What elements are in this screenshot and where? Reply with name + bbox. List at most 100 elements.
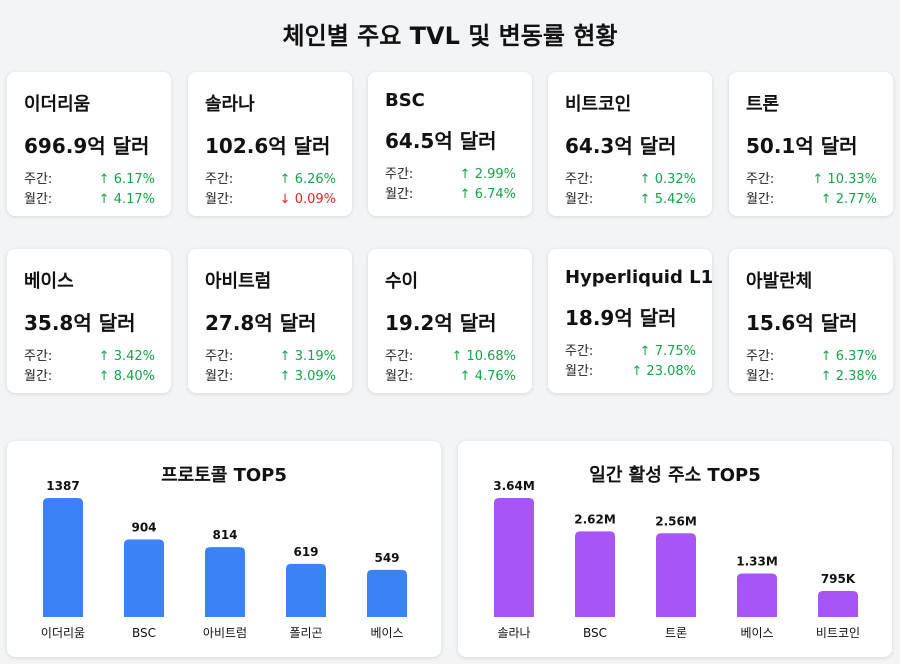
protocol-chart-title: 프로토콜 TOP5 xyxy=(161,465,287,486)
bar-1 xyxy=(43,498,83,617)
monthly-change: ↑ 4.76% xyxy=(459,369,516,384)
category-label: BSC xyxy=(132,626,156,640)
monthly-change: ↑ 6.74% xyxy=(459,187,516,202)
category-label: 솔라나 xyxy=(497,626,530,640)
bar-value-label: 814 xyxy=(212,528,237,542)
weekly-label: 주간: xyxy=(205,172,234,187)
card-chain-name: 수이 xyxy=(385,271,419,292)
monthly-label: 월간: xyxy=(746,369,775,384)
monthly-label: 월간: xyxy=(385,369,414,384)
card-monthly-row: 월간: ↑ 3.09% xyxy=(205,367,336,387)
card-chain-name: 아비트럼 xyxy=(205,271,272,292)
card-weekly-row: 주간: ↑ 7.75% xyxy=(565,342,696,362)
card-tvl-value: 696.9억 달러 xyxy=(24,134,150,158)
bar-value-label: 619 xyxy=(293,545,318,559)
monthly-change: ↓ 0.09% xyxy=(279,192,336,207)
chain-card-avalanche: 아발란체 15.6억 달러 주간: ↑ 6.37% 월간: ↑ 2.38% xyxy=(729,249,893,393)
category-label: 트론 xyxy=(665,626,687,640)
monthly-change: ↑ 5.42% xyxy=(639,192,696,207)
card-weekly-row: 주간: ↑ 6.37% xyxy=(746,347,877,367)
bar-3 xyxy=(205,547,245,617)
weekly-label: 주간: xyxy=(385,349,414,364)
weekly-change: ↑ 0.32% xyxy=(639,172,696,187)
weekly-change: ↑ 10.68% xyxy=(451,349,516,364)
category-label: 베이스 xyxy=(370,626,403,640)
weekly-change: ↑ 10.33% xyxy=(812,172,877,187)
weekly-change: ↑ 6.37% xyxy=(820,349,877,364)
monthly-label: 월간: xyxy=(565,364,594,379)
address-chart-title: 일간 활성 주소 TOP5 xyxy=(589,465,761,486)
protocol-bar-chart: 1387 이더리움 904 BSC 814 아비트럼 619 폴리곤 549 베이스 xyxy=(41,479,407,640)
monthly-label: 월간: xyxy=(205,192,234,207)
bar-2 xyxy=(575,531,615,617)
bar-3 xyxy=(656,533,696,617)
page-title: 체인별 주요 TVL 및 변동률 현황 xyxy=(282,22,618,50)
card-monthly-row: 월간: ↓ 0.09% xyxy=(205,190,336,210)
card-chain-name: 아발란체 xyxy=(746,271,813,292)
weekly-change: ↑ 3.42% xyxy=(98,349,155,364)
bar-value-label: 2.56M xyxy=(655,514,697,528)
card-tvl-value: 27.8억 달러 xyxy=(205,311,317,335)
monthly-change: ↑ 2.38% xyxy=(820,369,877,384)
monthly-label: 월간: xyxy=(565,192,594,207)
card-monthly-row: 월간: ↑ 6.74% xyxy=(385,185,516,205)
chain-card-bitcoin: 비트코인 64.3억 달러 주간: ↑ 0.32% 월간: ↑ 5.42% xyxy=(548,72,712,216)
card-chain-name: 베이스 xyxy=(24,271,74,292)
card-tvl-value: 102.6억 달러 xyxy=(205,134,331,158)
card-weekly-row: 주간: ↑ 2.99% xyxy=(385,165,516,185)
bar-5 xyxy=(818,591,858,617)
weekly-change: ↑ 2.99% xyxy=(459,167,516,182)
bar-2 xyxy=(124,539,164,617)
card-chain-name: BSC xyxy=(385,90,425,111)
monthly-label: 월간: xyxy=(385,187,414,202)
category-label: 베이스 xyxy=(740,626,773,640)
bar-value-label: 549 xyxy=(374,551,399,565)
bar-1 xyxy=(494,498,534,617)
monthly-change: ↑ 23.08% xyxy=(631,364,696,379)
card-monthly-row: 월간: ↑ 4.76% xyxy=(385,367,516,387)
weekly-label: 주간: xyxy=(385,167,414,182)
chain-card-hyperliquid: Hyperliquid L1 18.9억 달러 주간: ↑ 7.75% 월간: … xyxy=(548,249,714,393)
weekly-change: ↑ 6.17% xyxy=(98,172,155,187)
bar-value-label: 904 xyxy=(131,520,156,534)
card-chain-name: 비트코인 xyxy=(565,94,632,115)
card-tvl-value: 35.8억 달러 xyxy=(24,311,136,335)
weekly-change: ↑ 6.26% xyxy=(279,172,336,187)
card-chain-name: 트론 xyxy=(746,94,780,115)
weekly-label: 주간: xyxy=(565,172,594,187)
active-address-top5-panel: 일간 활성 주소 TOP5 3.64M 솔라나 2.62M BSC 2.56M 트론 1.3… xyxy=(458,441,892,657)
chain-card-ethereum: 이더리움 696.9억 달러 주간: ↑ 6.17% 월간: ↑ 4.17% xyxy=(7,72,171,216)
card-monthly-row: 월간: ↑ 2.38% xyxy=(746,367,877,387)
weekly-label: 주간: xyxy=(746,349,775,364)
bar-value-label: 3.64M xyxy=(493,479,535,493)
category-label: 아비트럼 xyxy=(203,626,247,640)
bar-5 xyxy=(367,569,407,617)
monthly-label: 월간: xyxy=(24,192,53,207)
card-tvl-value: 64.5억 달러 xyxy=(385,129,497,153)
monthly-label: 월간: xyxy=(205,369,234,384)
chain-card-tron: 트론 50.1억 달러 주간: ↑ 10.33% 월간: ↑ 2.77% xyxy=(729,72,893,216)
card-tvl-value: 18.9억 달러 xyxy=(565,306,677,330)
protocol-top5-panel: 프로토콜 TOP5 1387 이더리움 904 BSC 814 아비트럼 619 폴리곤 549… xyxy=(7,441,441,657)
card-monthly-row: 월간: ↑ 8.40% xyxy=(24,367,155,387)
card-chain-name: 이더리움 xyxy=(24,94,91,115)
weekly-label: 주간: xyxy=(24,172,53,187)
category-label: BSC xyxy=(583,626,607,640)
card-monthly-row: 월간: ↑ 5.42% xyxy=(565,190,696,210)
chain-card-base: 베이스 35.8억 달러 주간: ↑ 3.42% 월간: ↑ 8.40% xyxy=(7,249,171,393)
card-monthly-row: 월간: ↑ 23.08% xyxy=(565,362,696,382)
card-weekly-row: 주간: ↑ 6.17% xyxy=(24,170,155,190)
card-tvl-value: 64.3억 달러 xyxy=(565,134,677,158)
weekly-label: 주간: xyxy=(746,172,775,187)
weekly-change: ↑ 7.75% xyxy=(639,344,696,359)
chain-card-sui: 수이 19.2억 달러 주간: ↑ 10.68% 월간: ↑ 4.76% xyxy=(368,249,532,393)
chain-card-arbitrum: 아비트럼 27.8억 달러 주간: ↑ 3.19% 월간: ↑ 3.09% xyxy=(188,249,352,393)
bar-value-label: 2.62M xyxy=(574,512,616,526)
weekly-label: 주간: xyxy=(205,349,234,364)
monthly-label: 월간: xyxy=(746,192,775,207)
card-chain-name: Hyperliquid L1 xyxy=(565,267,714,288)
card-tvl-value: 50.1억 달러 xyxy=(746,134,858,158)
card-tvl-value: 15.6억 달러 xyxy=(746,311,858,335)
card-weekly-row: 주간: ↑ 10.33% xyxy=(746,170,877,190)
monthly-change: ↑ 2.77% xyxy=(820,192,877,207)
